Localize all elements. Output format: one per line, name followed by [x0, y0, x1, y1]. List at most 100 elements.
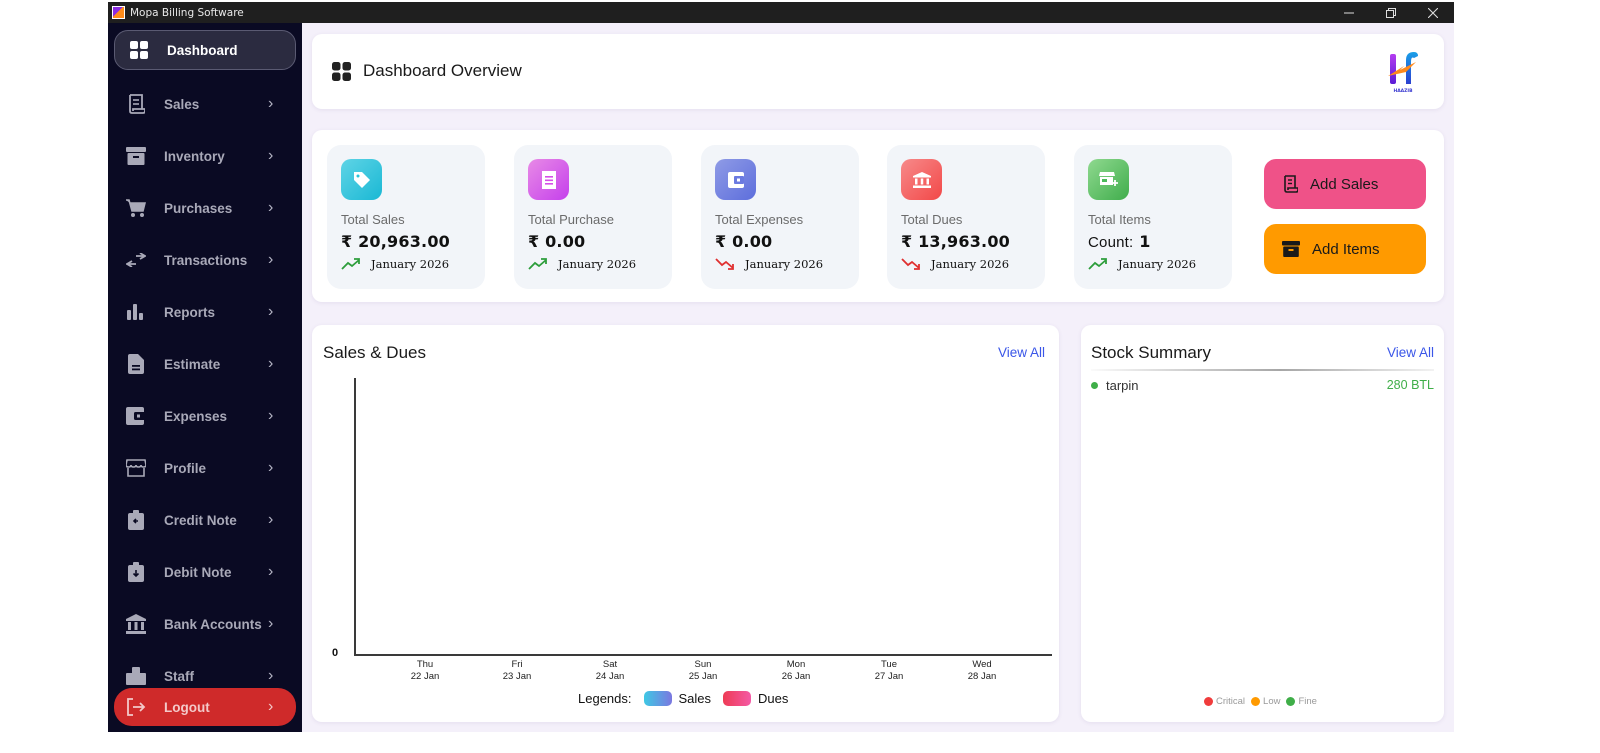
- stat-value: ₹ 0.00: [528, 232, 586, 251]
- svg-text:HAAZIB: HAAZIB: [1393, 88, 1413, 94]
- storefront-icon: [126, 458, 146, 478]
- sidebar-item-purchases[interactable]: Purchases ›: [114, 188, 296, 228]
- store-add-icon: [1088, 159, 1129, 200]
- stat-period: January 2026: [745, 257, 824, 271]
- sidebar-item-sales[interactable]: Sales ›: [114, 84, 296, 124]
- close-icon: [1428, 7, 1438, 18]
- sidebar-item-label: Profile: [164, 460, 207, 476]
- panel-title: Sales & Dues: [323, 343, 426, 362]
- close-button[interactable]: [1412, 2, 1454, 23]
- bank-icon: [901, 159, 942, 200]
- chevron-right-icon: ›: [268, 511, 274, 528]
- stat-trend: January 2026: [715, 257, 823, 271]
- stat-period: January 2026: [1118, 257, 1197, 271]
- stat-card-total-items[interactable]: Total Items Count: 1 January 2026: [1074, 145, 1232, 289]
- y-tick-label: 0: [332, 647, 339, 659]
- stat-card-total-purchase[interactable]: Total Purchase ₹ 0.00 January 2026: [514, 145, 672, 289]
- chevron-right-icon: ›: [268, 251, 274, 268]
- staff-icon: [126, 666, 146, 686]
- restore-icon: [1386, 7, 1396, 18]
- stock-list-item[interactable]: tarpin 280 BTL: [1091, 376, 1434, 394]
- grid-icon: [129, 40, 149, 60]
- logout-icon: [126, 697, 146, 717]
- stock-legend: Critical Low Fine: [1198, 696, 1317, 707]
- sidebar-item-dashboard[interactable]: Dashboard: [114, 30, 296, 70]
- stock-summary-panel: Stock Summary View All tarpin 280 BTL Cr…: [1081, 325, 1444, 722]
- tag-icon: [341, 159, 382, 200]
- x-tick-label: Fri 23 Jan: [502, 659, 532, 682]
- legend-label-sales: Sales: [678, 691, 712, 706]
- stat-period: January 2026: [371, 257, 450, 271]
- page-title: Dashboard Overview: [363, 61, 522, 80]
- view-all-link[interactable]: View All: [1386, 345, 1434, 360]
- sidebar-item-label: Debit Note: [164, 564, 232, 580]
- logout-button[interactable]: Logout ›: [114, 688, 296, 726]
- sidebar-item-label: Estimate: [164, 356, 221, 372]
- restore-button[interactable]: [1370, 2, 1412, 23]
- app-window: Mopa Billing Software Dashboard Sales: [108, 2, 1454, 732]
- stat-card-total-sales[interactable]: Total Sales ₹ 20,963.00 January 2026: [327, 145, 485, 289]
- chevron-right-icon: ›: [268, 667, 274, 684]
- sidebar-item-label: Inventory: [164, 148, 225, 164]
- sidebar-item-reports[interactable]: Reports ›: [114, 292, 296, 332]
- legend-swatch-dues: [723, 691, 752, 706]
- chevron-right-icon: ›: [268, 407, 274, 424]
- stat-card-total-dues[interactable]: Total Dues ₹ 13,963.00 January 2026: [887, 145, 1045, 289]
- add-items-label: Add Items: [1312, 240, 1380, 258]
- sales-dues-panel: Sales & Dues View All 0 Thu 22 Jan Fri 23 …: [312, 325, 1059, 722]
- add-sales-label: Add Sales: [1310, 175, 1379, 193]
- stat-card-total-expenses[interactable]: Total Expenses ₹ 0.00 January 2026: [701, 145, 859, 289]
- fine-dot-icon: [1286, 697, 1296, 706]
- stat-value: ₹ 20,963.00: [341, 232, 450, 251]
- stat-trend: January 2026: [1088, 257, 1196, 271]
- sidebar-item-label: Reports: [164, 304, 216, 320]
- trend-down-icon: [715, 258, 734, 270]
- chevron-right-icon: ›: [268, 199, 274, 216]
- sidebar-item-label: Expenses: [164, 408, 228, 424]
- receipt-icon: [126, 94, 146, 114]
- sidebar-item-inventory[interactable]: Inventory ›: [114, 136, 296, 176]
- sidebar-item-estimate[interactable]: Estimate ›: [114, 344, 296, 384]
- stat-trend: January 2026: [901, 257, 1009, 271]
- stats-panel: Total Sales ₹ 20,963.00 January 2026 Tot…: [312, 130, 1444, 302]
- sidebar-item-staff[interactable]: Staff ›: [114, 656, 296, 696]
- stat-trend: January 2026: [528, 257, 636, 271]
- legend-swatch-sales: [643, 691, 672, 706]
- sidebar-item-transactions[interactable]: Transactions ›: [114, 240, 296, 280]
- sidebar-item-label: Sales: [164, 96, 200, 112]
- sidebar-item-profile[interactable]: Profile ›: [114, 448, 296, 488]
- sidebar-item-expenses[interactable]: Expenses ›: [114, 396, 296, 436]
- trend-up-icon: [1088, 258, 1107, 270]
- x-tick-label: Wed 28 Jan: [967, 659, 997, 682]
- page-header: Dashboard Overview HAAZIB: [312, 34, 1444, 109]
- sidebar-item-credit-note[interactable]: Credit Note ›: [114, 500, 296, 540]
- chevron-right-icon: ›: [268, 698, 274, 715]
- legend-label-low: Low: [1263, 696, 1281, 707]
- x-tick-label: Thu 22 Jan: [410, 659, 440, 682]
- bar-chart-icon: [126, 302, 146, 322]
- count-label: Count:: [1088, 234, 1134, 251]
- critical-dot-icon: [1204, 697, 1213, 706]
- sidebar-item-label: Credit Note: [164, 512, 237, 528]
- sidebar-item-label: Bank Accounts: [164, 616, 262, 632]
- minimize-icon: [1344, 12, 1354, 13]
- x-tick-label: Mon 26 Jan: [781, 659, 811, 682]
- stat-label: Total Expenses: [715, 212, 804, 227]
- chevron-right-icon: ›: [268, 303, 274, 320]
- stat-period: January 2026: [558, 257, 637, 271]
- sidebar-item-debit-note[interactable]: Debit Note ›: [114, 552, 296, 592]
- company-logo: HAAZIB: [1384, 48, 1422, 96]
- wallet-icon: [126, 406, 146, 426]
- add-items-button[interactable]: Add Items: [1264, 224, 1426, 274]
- chart-legend: Legends: Sales Dues: [578, 691, 788, 706]
- chevron-right-icon: ›: [268, 615, 274, 632]
- minimize-button[interactable]: [1328, 2, 1370, 23]
- sidebar-item-bank-accounts[interactable]: Bank Accounts ›: [114, 604, 296, 644]
- panel-title: Stock Summary: [1091, 343, 1211, 362]
- view-all-link[interactable]: View All: [997, 345, 1045, 360]
- stock-item-name: tarpin: [1106, 377, 1139, 393]
- title-bar: Mopa Billing Software: [108, 2, 1454, 23]
- bank-icon: [126, 614, 146, 634]
- x-tick-label: Tue 27 Jan: [874, 659, 904, 682]
- add-sales-button[interactable]: Add Sales: [1264, 159, 1426, 209]
